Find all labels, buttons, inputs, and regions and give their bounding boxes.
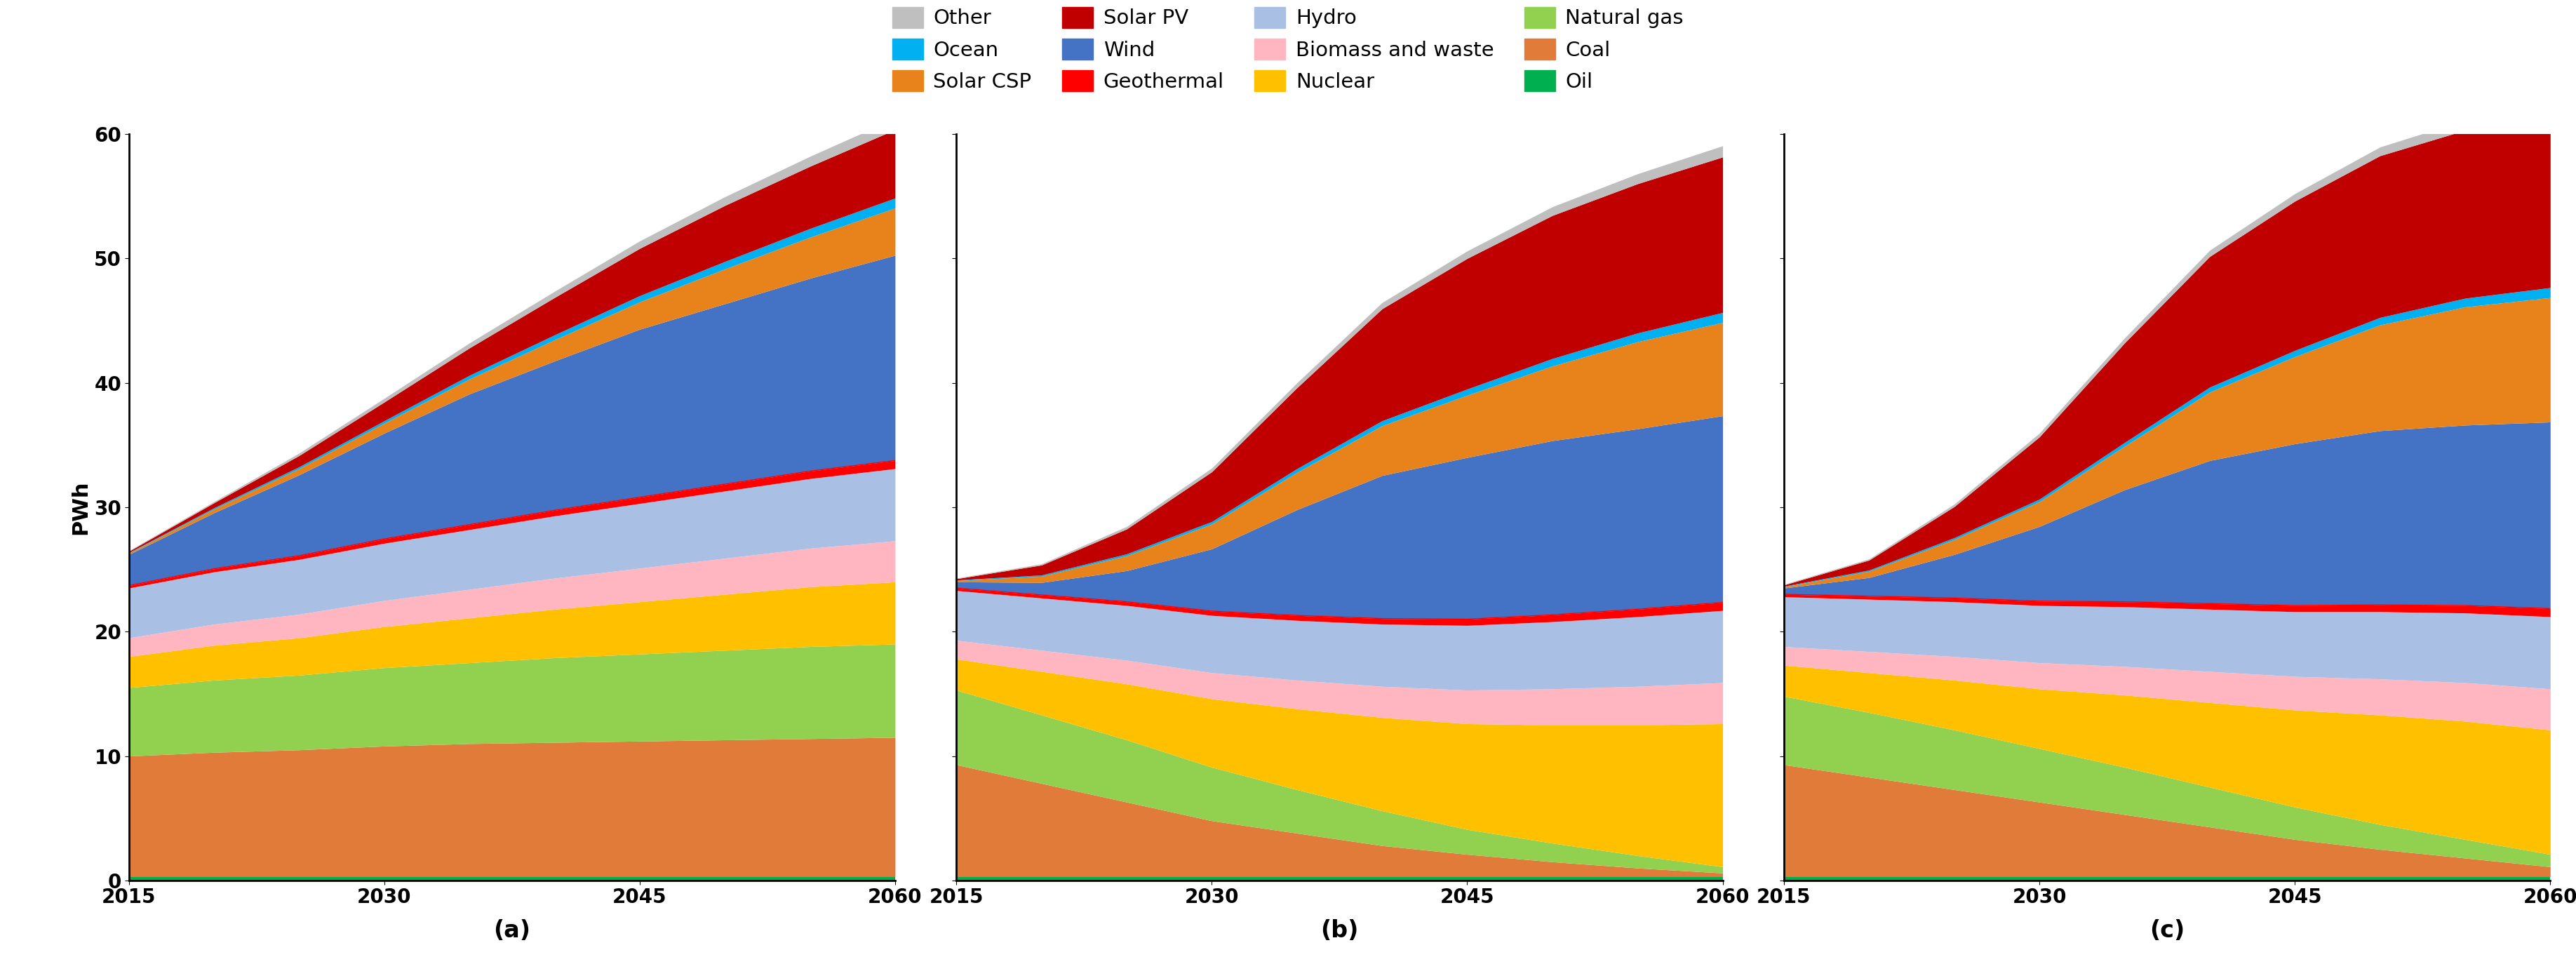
Legend: Other, Ocean, Solar CSP, Solar PV, Wind, Geothermal, Hydro, Biomass and waste, N: Other, Ocean, Solar CSP, Solar PV, Wind,… [886, 1, 1690, 99]
Y-axis label: PWh: PWh [70, 480, 90, 534]
X-axis label: (b): (b) [1321, 919, 1358, 943]
X-axis label: (a): (a) [495, 919, 531, 943]
X-axis label: (c): (c) [2148, 919, 2184, 943]
